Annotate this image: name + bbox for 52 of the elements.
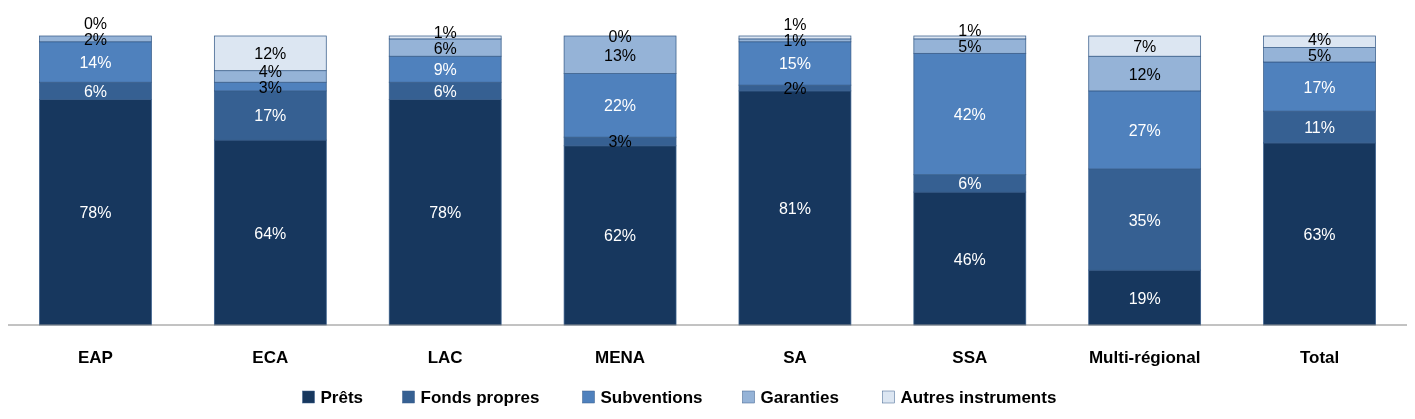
data-label: 5% [1308,46,1332,64]
legend-label: Fonds propres [420,388,540,407]
data-label: 3% [608,133,632,151]
x-tick-label: ECA [252,348,289,367]
data-label: 2% [783,80,807,98]
x-tick-label: Total [1299,348,1340,367]
data-label: 4% [1308,30,1332,48]
data-label: 1% [783,16,807,34]
data-label: 46% [953,250,986,268]
x-tick-label: EAP [77,348,113,367]
x-tick-label: Multi-régional [1088,348,1201,367]
x-tick-label: SA [783,348,807,367]
x-tick-label: MENA [595,348,646,367]
data-label: 22% [604,97,637,115]
data-label: 6% [433,82,457,100]
legend-label: Subventions [600,388,703,407]
data-label: 63% [1303,225,1336,243]
data-label: 2% [83,30,107,48]
data-label: 19% [1128,289,1161,307]
data-label: 42% [953,106,986,124]
x-tick-label: LAC [427,348,463,367]
data-label: 64% [254,224,287,242]
data-label: 12% [254,45,287,63]
data-label: 35% [1128,211,1161,229]
data-label: 78% [429,204,462,222]
data-label: 27% [1128,121,1161,139]
data-label: 81% [778,199,811,217]
data-label: 14% [79,54,112,72]
data-label: 6% [83,82,107,100]
data-label: 62% [604,227,637,245]
data-label: 4% [258,62,282,80]
data-label: 0% [608,28,632,45]
data-label: 78% [79,204,112,222]
data-label: 13% [604,46,637,64]
data-label: 15% [778,55,811,73]
data-label: 12% [1128,65,1161,83]
data-label: 17% [1303,78,1336,96]
data-label: 17% [254,107,287,125]
data-label: 9% [433,61,457,79]
legend-label: Autres instruments [900,388,1057,407]
data-label: 7% [1133,38,1157,56]
legend-label: Garanties [760,388,839,407]
legend-label: Prêts [320,388,364,407]
data-label: 11% [1304,119,1335,137]
data-label: 3% [258,78,282,96]
data-label: 1% [433,23,457,41]
data-label: 6% [433,39,457,57]
data-label: 0% [83,14,107,32]
data-label: 6% [958,175,982,193]
data-label: 1% [958,22,982,40]
x-tick-label: SSA [952,348,988,367]
data-label: 5% [958,38,982,56]
